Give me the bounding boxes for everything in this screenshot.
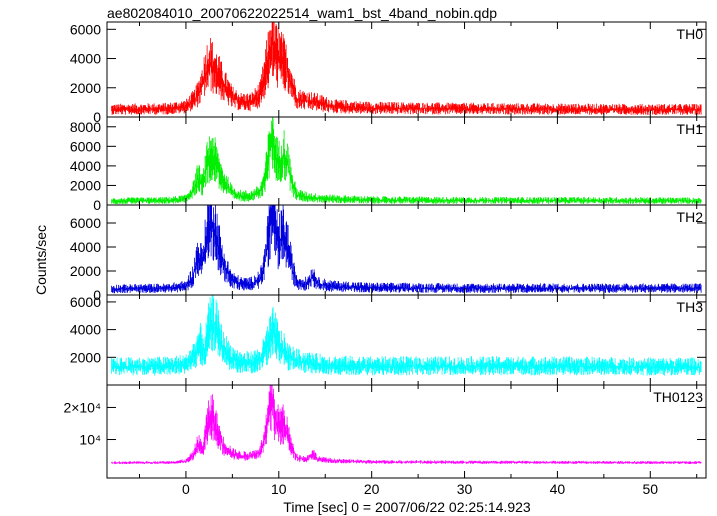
panel-th0123: TH0123 10⁴ 2×10⁴ — [63, 384, 707, 479]
panel-th0: TH0 0 2000 4000 6000 — [70, 21, 707, 125]
panel-label: TH1 — [677, 121, 704, 137]
y-tick-label: 6000 — [70, 21, 101, 37]
panel-th3: TH3 2000 4000 6000 — [70, 294, 707, 386]
y-tick-label: 4000 — [70, 322, 101, 338]
panel-frame — [106, 384, 707, 479]
y-tick-label: 8000 — [70, 119, 101, 135]
x-tick-label: 10 — [271, 481, 287, 497]
y-tick-label: 2000 — [70, 349, 101, 365]
y-tick-label: 0 — [93, 287, 101, 303]
y-tick-label: 10⁴ — [79, 432, 101, 448]
series-line-th2 — [111, 205, 702, 294]
panels-group: TH0 0 2000 4000 6000 TH1 0 2000 4000 6000 8000 TH2 0… — [63, 21, 707, 479]
panel-frame — [106, 21, 707, 118]
series-line-th1 — [111, 117, 702, 205]
panel-label: TH3 — [677, 299, 704, 315]
panel-label: TH2 — [677, 209, 704, 225]
y-tick-label: 4000 — [70, 51, 101, 67]
x-tick-label: 20 — [364, 481, 380, 497]
y-tick-label: 6000 — [70, 138, 101, 154]
series-line-th0123 — [111, 385, 702, 465]
series-line-th0 — [111, 22, 702, 115]
series-line-th3 — [111, 295, 702, 376]
x-tick-label: 50 — [642, 481, 658, 497]
panel-label: TH0123 — [653, 389, 703, 405]
x-axis-label: Time [sec] 0 = 2007/06/22 02:25:14.923 — [283, 499, 531, 515]
y-tick-label: 2000 — [70, 177, 101, 193]
y-tick-label: 4000 — [70, 158, 101, 174]
y-tick-label: 6000 — [70, 294, 101, 310]
x-axis: 0 10 20 30 40 50 — [182, 481, 658, 497]
x-tick-label: 0 — [182, 481, 190, 497]
x-tick-label: 40 — [550, 481, 566, 497]
panel-th2: TH2 0 2000 4000 6000 — [70, 204, 707, 303]
y-axis-label: Counts/sec — [33, 225, 49, 295]
chart-title: ae802084010_20070622022514_wam1_bst_4ban… — [107, 5, 497, 21]
y-tick-label: 6000 — [70, 215, 101, 231]
y-tick-label: 4000 — [70, 239, 101, 255]
panel-label: TH0 — [677, 26, 704, 42]
y-tick-label: 0 — [93, 109, 101, 125]
y-tick-label: 0 — [93, 197, 101, 213]
panel-th1: TH1 0 2000 4000 6000 8000 — [70, 116, 707, 213]
y-tick-label: 2×10⁴ — [63, 399, 101, 415]
y-tick-label: 2000 — [70, 263, 101, 279]
x-tick-label: 30 — [457, 481, 473, 497]
y-tick-label: 2000 — [70, 80, 101, 96]
